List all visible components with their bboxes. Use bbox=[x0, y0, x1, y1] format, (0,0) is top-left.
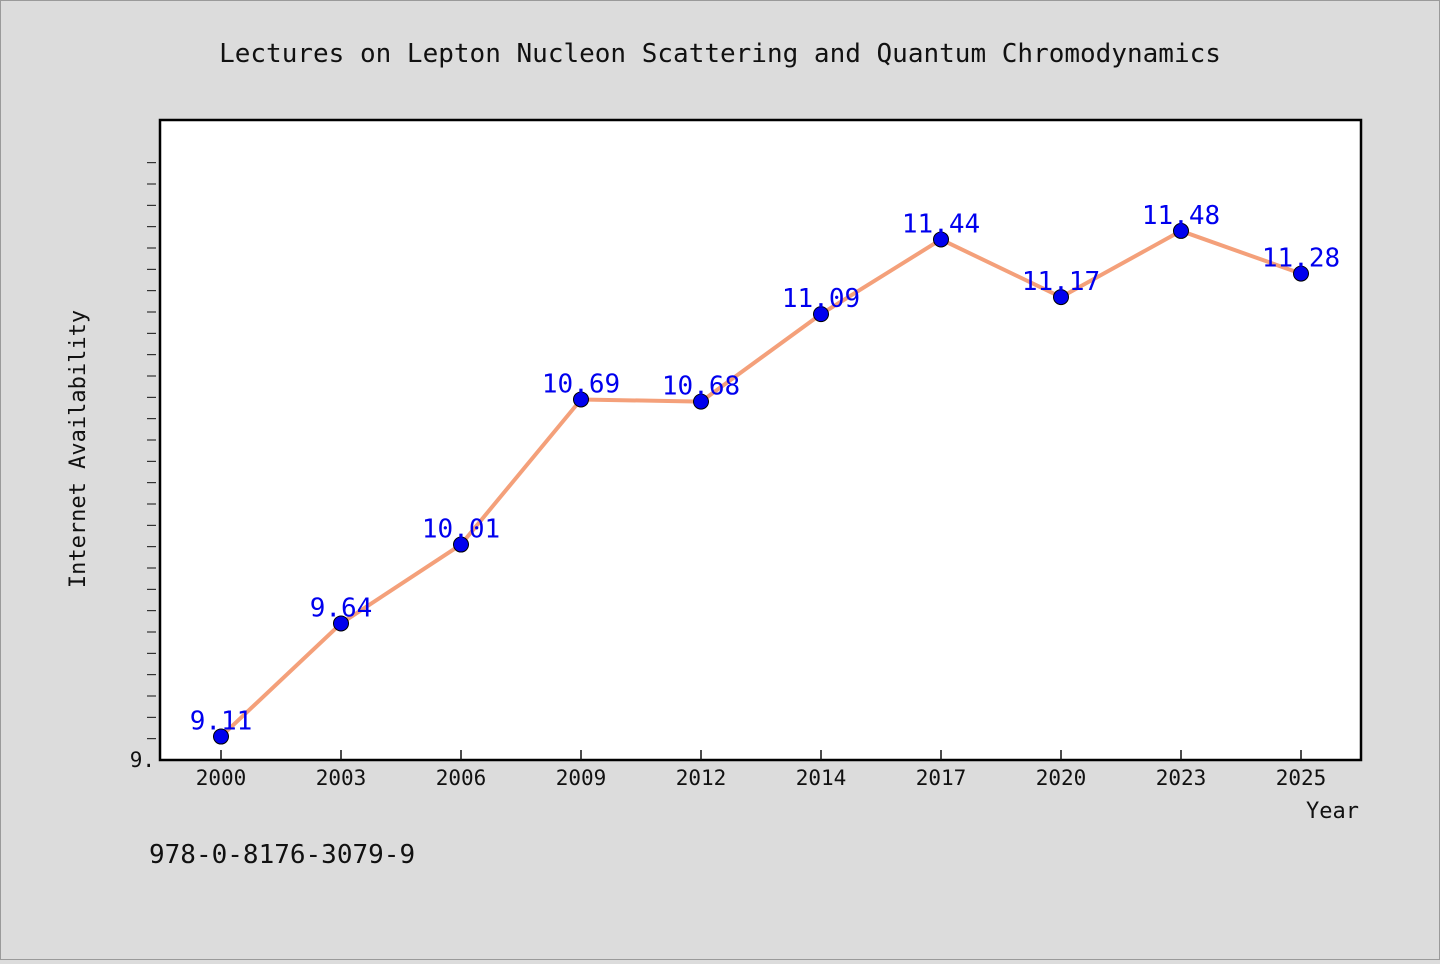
x-tick-label: 2025 bbox=[1276, 766, 1327, 790]
data-point bbox=[1053, 289, 1069, 306]
data-point bbox=[813, 306, 829, 323]
data-label: 10.68 bbox=[662, 372, 740, 402]
x-tick-label: 2023 bbox=[1156, 766, 1207, 790]
data-point bbox=[1173, 222, 1189, 239]
x-tick-label: 2012 bbox=[676, 766, 727, 790]
x-tick-label: 2003 bbox=[316, 766, 367, 790]
data-label: 11.17 bbox=[1022, 267, 1100, 297]
series-line bbox=[219, 228, 1303, 739]
data-label: 10.69 bbox=[542, 369, 620, 399]
y-tick-label: 9. bbox=[130, 748, 155, 772]
data-point bbox=[573, 391, 589, 408]
data-point bbox=[453, 536, 469, 553]
data-label: 10.01 bbox=[422, 515, 500, 545]
chart-title: Lectures on Lepton Nucleon Scattering an… bbox=[219, 39, 1221, 69]
data-point bbox=[1293, 265, 1309, 282]
x-axis-label: Year bbox=[1306, 799, 1359, 824]
data-point bbox=[333, 615, 349, 632]
data-point bbox=[933, 231, 949, 248]
data-label: 11.28 bbox=[1262, 244, 1340, 274]
x-tick-label: 2000 bbox=[196, 766, 247, 790]
isbn-footer: 978-0-8176-3079-9 bbox=[149, 840, 415, 870]
y-axis-label: Internet Availability bbox=[66, 310, 91, 588]
x-tick-label: 2020 bbox=[1036, 766, 1087, 790]
x-tick-label: 2017 bbox=[916, 766, 967, 790]
x-tick-label: 2014 bbox=[796, 766, 847, 790]
series-group: 9.11 9.64 10.01 10.69 10.68 11.09 11.44 11.17 11… bbox=[190, 201, 1340, 745]
plot-area bbox=[158, 118, 1363, 762]
data-point bbox=[213, 728, 229, 745]
data-label: 11.48 bbox=[1142, 201, 1220, 231]
x-axis-ticks: 2000 2003 2006 2009 2012 2014 2017 2020 2023 2025 bbox=[196, 750, 1327, 790]
data-point bbox=[693, 393, 709, 410]
data-label: 11.44 bbox=[902, 209, 980, 239]
x-tick-label: 2006 bbox=[436, 766, 487, 790]
y-axis-ticks bbox=[147, 162, 156, 740]
data-label: 9.11 bbox=[190, 707, 253, 737]
data-label: 9.64 bbox=[310, 593, 373, 623]
x-tick-label: 2009 bbox=[556, 766, 607, 790]
data-label: 11.09 bbox=[782, 284, 860, 314]
